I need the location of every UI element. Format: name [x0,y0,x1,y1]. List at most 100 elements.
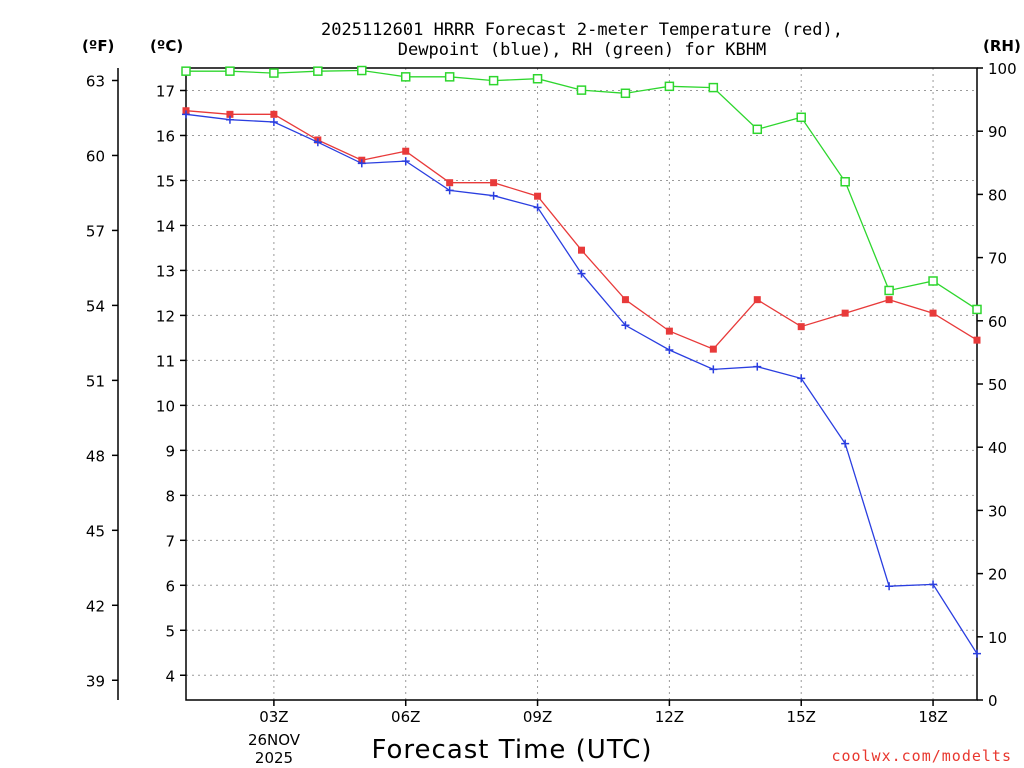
rh-point [400,72,411,82]
temperature-point [578,246,585,254]
dewpoint-point [401,157,410,166]
temperature-point [929,309,937,317]
dewpoint-point [797,374,806,383]
fahrenheit-tick-label: 63 [86,72,105,90]
celsius-tick-label: 12 [156,307,175,325]
rh-tick-label: 70 [988,250,1007,268]
credit-text: coolwx.com/modelts [831,747,1012,765]
dewpoint-point [885,582,894,591]
celsius-tick-label: 11 [156,352,175,370]
celsius-tick-label: 4 [165,667,175,685]
fahrenheit-tick-label: 48 [86,447,105,465]
celsius-unit-label: (ºC) [150,37,183,55]
temperature-point [270,110,278,118]
dewpoint-point [753,362,762,371]
rh-point [620,88,631,99]
dewpoint-point [665,346,674,355]
rh-tick-label: 60 [988,313,1007,331]
celsius-tick-label: 7 [165,532,175,550]
fahrenheit-tick-label: 45 [86,522,105,540]
rh-point [708,82,719,93]
fahrenheit-tick-label: 39 [86,672,105,690]
dewpoint-point [973,649,981,658]
axes-layer: 03Z 06Z 09Z 12Z 15Z 18Z4567891011121314151617… [86,60,1017,726]
chart-title-line2: Dewpoint (blue), RH (green) for KBHM [398,40,766,60]
dewpoint-point [841,439,850,448]
dewpoint-point [445,186,454,195]
dewpoint-point [929,580,938,589]
celsius-tick-label: 8 [165,487,175,505]
temperature-point [973,336,981,344]
temperature-line [185,110,978,350]
temperature-point [621,296,629,304]
x-tick-label: 15Z [787,708,816,726]
celsius-tick-label: 16 [156,127,175,145]
rh-point [840,177,850,187]
date-label-day: 26NOV [248,731,301,749]
dewpoint-point [313,138,322,147]
chart-title-line1: 2025112601 HRRR Forecast 2-meter Tempera… [321,20,843,40]
x-axis-title: Forecast Time (UTC) [371,735,652,765]
fahrenheit-tick-label: 57 [86,222,105,240]
x-tick-label: 18Z [918,708,947,726]
celsius-tick-label: 15 [156,172,175,190]
series-layer [181,65,982,658]
x-tick-label: 09Z [523,708,552,726]
rh-point [884,285,894,296]
rh-tick-label: 30 [988,502,1007,520]
dewpoint-line [185,113,978,655]
fahrenheit-tick-label: 42 [86,597,105,615]
dewpoint-point [709,365,718,374]
grid-layer [186,68,977,700]
rh-tick-label: 0 [988,692,998,710]
fahrenheit-tick-label: 60 [86,147,105,165]
dewpoint-point [269,117,278,126]
celsius-tick-label: 13 [156,262,175,280]
rh-point [796,112,806,123]
temperature-point [226,110,234,118]
date-label-year: 2025 [255,749,293,767]
dewpoint-point [577,269,586,278]
rh-point [532,73,543,84]
temperature-point [534,192,542,200]
fahrenheit-unit-label: (ºF) [82,37,114,55]
celsius-tick-label: 10 [156,397,175,415]
x-tick-label: 03Z [259,708,288,726]
x-tick-label: 12Z [655,708,684,726]
temperature-point [709,345,717,353]
rh-tick-label: 50 [988,376,1007,394]
rh-point [576,85,587,95]
x-tick-label: 06Z [391,708,420,726]
fahrenheit-tick-label: 51 [86,372,105,390]
rh-point [488,75,499,86]
temperature-point [665,327,673,335]
rh-tick-label: 80 [988,186,1007,204]
rh-point [928,276,938,286]
rh-tick-label: 90 [988,123,1007,141]
temperature-point [885,296,893,304]
temperature-point [490,179,498,187]
temperature-point [753,296,761,304]
celsius-tick-label: 14 [156,217,175,235]
temperature-point [402,147,410,155]
rh-tick-label: 40 [988,439,1007,457]
temperature-point [797,323,805,331]
rh-point [972,304,982,315]
rh-point [181,66,191,76]
rh-tick-label: 10 [988,629,1007,647]
rh-unit-label: (RH) [983,37,1021,55]
temperature-point [841,309,849,317]
rh-point [313,66,323,76]
dewpoint-point [182,110,190,119]
temperature-point [446,179,454,187]
rh-point [444,72,455,82]
fahrenheit-tick-label: 54 [86,297,105,315]
rh-point [225,66,235,76]
dewpoint-point [357,159,366,168]
plot-frame [185,67,978,701]
rh-point [357,65,367,76]
rh-point [664,81,675,92]
rh-point [269,68,279,78]
celsius-tick-label: 5 [165,622,175,640]
